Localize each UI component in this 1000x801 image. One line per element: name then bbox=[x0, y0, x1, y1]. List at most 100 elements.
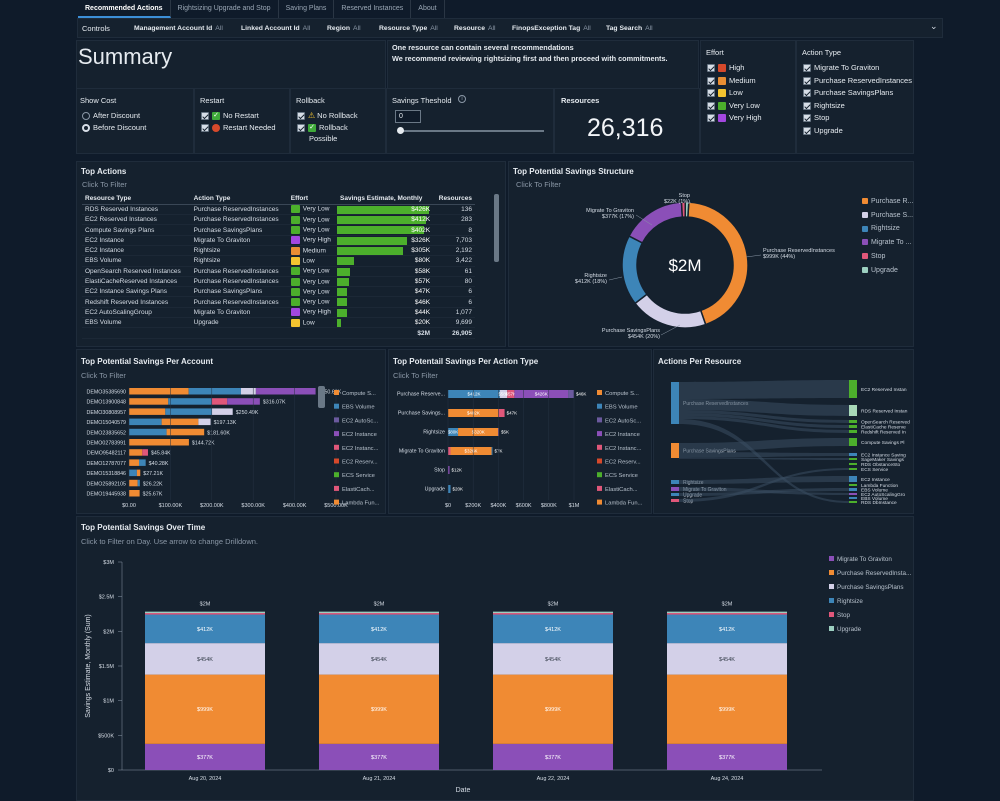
action-bar-segment[interactable] bbox=[458, 428, 499, 436]
time-bar-segment[interactable] bbox=[493, 613, 613, 615]
column-header[interactable]: Effort bbox=[287, 194, 338, 205]
filter-region[interactable]: Region All bbox=[327, 25, 361, 32]
account-bar-segment[interactable] bbox=[142, 449, 148, 456]
checkbox[interactable] bbox=[707, 89, 715, 98]
time-bar-segment[interactable] bbox=[493, 614, 613, 644]
filter-tag-search[interactable]: Tag Search All bbox=[606, 25, 653, 32]
sankey-source-node[interactable] bbox=[671, 382, 679, 424]
filter-resource[interactable]: Resource All bbox=[454, 25, 496, 32]
checkbox[interactable] bbox=[707, 76, 715, 85]
tab-reserved-instances[interactable]: Reserved Instances bbox=[334, 0, 412, 18]
sankey-target-node[interactable] bbox=[849, 405, 857, 416]
sankey-target-node[interactable] bbox=[849, 488, 857, 491]
filter-linked-account-id[interactable]: Linked Account Id All bbox=[241, 25, 311, 32]
sankey-link[interactable] bbox=[679, 476, 849, 484]
account-bar-segment[interactable] bbox=[129, 388, 189, 395]
account-bar-segment[interactable] bbox=[129, 490, 140, 497]
account-bar-segment[interactable] bbox=[129, 459, 140, 466]
action-type-option-stop[interactable]: Stop bbox=[803, 113, 829, 123]
action-bar-segment[interactable] bbox=[448, 428, 459, 436]
account-bar-segment[interactable] bbox=[211, 398, 228, 405]
legend-item[interactable]: Purchase R... bbox=[862, 198, 913, 205]
per-action-chart[interactable]: Purchase Reserve... $412K $58K$57K $426K $46… bbox=[390, 382, 650, 512]
action-bar-segment[interactable] bbox=[448, 485, 451, 493]
info-icon[interactable]: i bbox=[458, 95, 466, 103]
time-bar-segment[interactable] bbox=[667, 643, 787, 675]
account-bar-segment[interactable] bbox=[255, 388, 316, 395]
table-scrollbar[interactable] bbox=[494, 194, 499, 262]
sankey-link[interactable] bbox=[679, 419, 849, 503]
sankey-target-node[interactable] bbox=[849, 458, 857, 460]
account-bar-segment[interactable] bbox=[188, 388, 241, 395]
tab-saving-plans[interactable]: Saving Plans bbox=[279, 0, 335, 18]
sankey-link[interactable] bbox=[679, 438, 849, 452]
account-bar-segment[interactable] bbox=[129, 428, 167, 436]
column-header[interactable]: Savings Estimate, Monthly bbox=[337, 194, 434, 205]
sankey-target-node[interactable] bbox=[849, 476, 857, 482]
account-bar-segment[interactable] bbox=[137, 479, 140, 487]
time-bar-segment[interactable] bbox=[667, 614, 787, 644]
time-bar-segment[interactable] bbox=[493, 743, 613, 770]
column-header[interactable]: Resource Type bbox=[82, 194, 191, 205]
sankey-target-node[interactable] bbox=[849, 497, 857, 499]
table-row[interactable]: Redshift Reserved Instances Purchase Rese… bbox=[82, 296, 475, 308]
action-bar-segment[interactable] bbox=[448, 466, 450, 474]
action-bar-segment[interactable] bbox=[499, 390, 508, 398]
rollback-possible[interactable]: ✓ Rollback bbox=[297, 123, 348, 133]
sankey-target-node[interactable] bbox=[849, 493, 857, 495]
checkbox[interactable] bbox=[803, 76, 811, 85]
action-bar-segment[interactable] bbox=[448, 390, 500, 398]
action-type-option-purchase-savingsplans[interactable]: Purchase SavingsPlans bbox=[803, 88, 893, 98]
account-bar-segment[interactable] bbox=[166, 428, 205, 436]
action-bar-segment[interactable] bbox=[507, 390, 515, 398]
over-time-chart[interactable]: $0 $500K $1M $1.5M $2M $2.5M $3M $377K $999K $454… bbox=[78, 548, 912, 800]
account-bar-segment[interactable] bbox=[139, 459, 146, 466]
column-header[interactable]: Resources bbox=[433, 194, 475, 205]
tab-recommended-actions[interactable]: Recommended Actions bbox=[78, 0, 171, 18]
donut-slice[interactable] bbox=[621, 235, 648, 305]
time-bar-segment[interactable] bbox=[667, 613, 787, 615]
action-bar-segment[interactable] bbox=[498, 409, 505, 417]
account-bar-segment[interactable] bbox=[129, 418, 162, 426]
account-bar-segment[interactable] bbox=[198, 418, 211, 426]
action-bar-segment[interactable] bbox=[568, 390, 574, 398]
rollback-no-rollback[interactable]: ⚠ No Rollback bbox=[297, 111, 358, 121]
action-type-option-migrate-to-graviton[interactable]: Migrate To Graviton bbox=[803, 63, 879, 73]
sankey-link[interactable] bbox=[679, 416, 849, 433]
checkbox[interactable] bbox=[707, 101, 715, 110]
sankey-source-node[interactable] bbox=[671, 480, 679, 484]
account-bar-segment[interactable] bbox=[136, 469, 141, 477]
effort-option-high[interactable]: High bbox=[707, 63, 744, 73]
account-bar-segment[interactable] bbox=[211, 408, 233, 415]
sankey-link[interactable] bbox=[679, 488, 849, 496]
action-type-option-rightsize[interactable]: Rightsize bbox=[803, 101, 845, 110]
sankey-link[interactable] bbox=[679, 468, 849, 502]
checkbox[interactable] bbox=[803, 114, 811, 123]
time-bar-segment[interactable] bbox=[319, 674, 439, 744]
sankey-target-node[interactable] bbox=[849, 501, 857, 503]
radio-before-discount[interactable]: Before Discount bbox=[82, 123, 146, 133]
checkbox[interactable] bbox=[803, 89, 811, 98]
table-row[interactable]: OpenSearch Reserved Instances Purchase Re… bbox=[82, 266, 475, 277]
sankey-link[interactable] bbox=[679, 380, 849, 399]
time-bar-segment[interactable] bbox=[493, 643, 613, 675]
savings-threshold-slider-track[interactable] bbox=[400, 130, 544, 132]
account-bar-segment[interactable] bbox=[165, 408, 212, 415]
account-bar-segment[interactable] bbox=[227, 398, 260, 405]
action-bar-segment[interactable] bbox=[450, 447, 492, 455]
filter-resource-type[interactable]: Resource Type All bbox=[379, 25, 438, 32]
tab-rightsizing-upgrade-and-stop[interactable]: Rightsizing Upgrade and Stop bbox=[171, 0, 279, 18]
sankey-link[interactable] bbox=[679, 452, 849, 458]
action-bar-segment[interactable] bbox=[448, 447, 451, 455]
legend-item[interactable]: Migrate To ... bbox=[862, 239, 911, 246]
table-row[interactable]: EC2 Instance Rightsize Medium $305K 2,192 bbox=[82, 245, 475, 257]
account-bar-segment[interactable] bbox=[129, 439, 189, 446]
sankey-link[interactable] bbox=[679, 410, 849, 423]
sankey-target-node[interactable] bbox=[849, 438, 857, 446]
donut-slice[interactable] bbox=[628, 201, 684, 244]
checkbox[interactable] bbox=[803, 101, 811, 110]
effort-option-medium[interactable]: Medium bbox=[707, 76, 756, 85]
table-row[interactable]: EC2 Instance Migrate To Graviton Very High… bbox=[82, 235, 475, 246]
table-row[interactable]: EC2 AutoScalingGroup Migrate To Graviton V… bbox=[82, 307, 475, 319]
